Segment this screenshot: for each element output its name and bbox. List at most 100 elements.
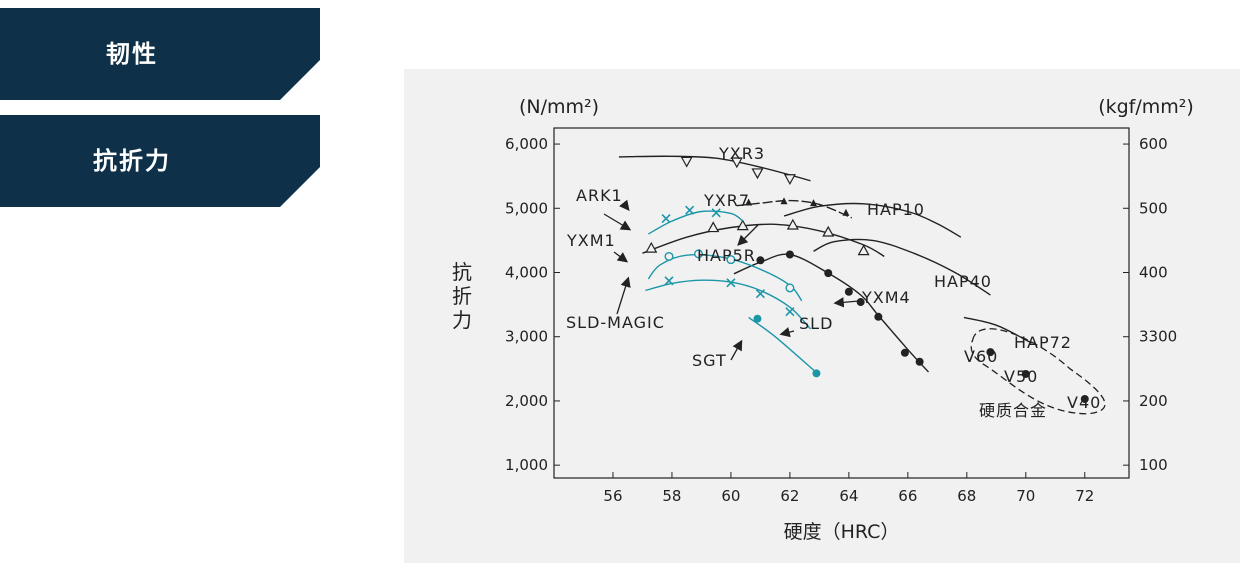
annotation-label: V60	[964, 347, 998, 366]
tab-toughness[interactable]: 韧性	[0, 8, 320, 100]
x-tick-label: 62	[780, 487, 799, 505]
tab-toughness-label: 韧性	[106, 40, 158, 68]
series-point-hap5r	[822, 225, 835, 237]
y-left-tick-label: 5,000	[505, 199, 548, 217]
annotation-arrow	[833, 297, 860, 308]
y-axis-title-char: 力	[452, 308, 472, 332]
series-point-yxm4	[915, 357, 924, 366]
series-point-yxr7	[842, 208, 850, 216]
carbide-region-outline	[970, 328, 1106, 415]
series-point-hap5r	[645, 241, 658, 253]
series-point-yxr7	[780, 197, 788, 205]
annotation-label: 硬质合金	[979, 401, 1047, 420]
y-right-unit: (kgf/mm²)	[1098, 96, 1194, 118]
annotation-arrow	[616, 276, 631, 315]
annotation-arrow	[619, 199, 630, 212]
annotation-label: HAP10	[867, 200, 925, 219]
y-right-tick-label: 400	[1139, 263, 1168, 281]
annotation-label: YXR3	[718, 144, 765, 163]
series-point-yxr7	[745, 198, 753, 206]
y-right-tick-label: 3300	[1139, 328, 1177, 346]
annotation-label: SGT	[692, 351, 727, 370]
plot-frame	[553, 127, 1130, 479]
y-left-tick-label: 1,000	[505, 456, 548, 474]
series-point-hap5r	[857, 244, 870, 256]
x-axis-title: 硬度（HRC）	[784, 521, 900, 543]
series-point-sgt	[812, 369, 821, 378]
series-point-yxr3	[751, 168, 764, 180]
y-left-tick-label: 6,000	[505, 135, 548, 153]
y-axis-title-char: 抗	[452, 260, 472, 284]
series-point-yxm4	[856, 298, 865, 307]
series-line-yxr3	[618, 155, 811, 182]
annotation-label: YXM4	[861, 288, 911, 307]
y-right-tick-label: 500	[1139, 199, 1168, 217]
annotation-label: SLD-MAGIC	[566, 313, 665, 332]
series-point-sld	[785, 307, 795, 317]
annotation-arrow	[613, 251, 629, 263]
series-point-sld	[664, 276, 674, 286]
annotation-label: YXR7	[703, 191, 750, 210]
y-left-tick-label: 4,000	[505, 263, 548, 281]
series-line-sgt	[748, 316, 820, 376]
series-point-yxm4	[844, 287, 853, 296]
annotation-label: HAP72	[1014, 333, 1072, 352]
series-point-sgt	[753, 314, 762, 323]
x-tick-label: 66	[898, 487, 917, 505]
series-point-hap5r	[786, 218, 799, 230]
annotation-arrow	[730, 339, 743, 361]
series-point-yxm4	[756, 256, 765, 265]
series-point-sld	[726, 278, 736, 288]
series-point-ark1	[685, 205, 695, 215]
x-tick-label: 72	[1075, 487, 1094, 505]
series-point-sld-magic	[693, 249, 703, 259]
x-tick-label: 70	[1016, 487, 1035, 505]
annotation-label: V50	[1004, 367, 1038, 386]
series-line-hap10	[783, 202, 962, 238]
x-tick-label: 60	[721, 487, 740, 505]
y-left-tick-label: 3,000	[505, 328, 548, 346]
series-point-yxr3	[783, 174, 796, 185]
annotation-label: SLD	[799, 314, 833, 333]
series-point-yxr3	[680, 156, 693, 168]
annotation-arrow	[779, 327, 795, 338]
series-point-yxm4	[785, 250, 794, 259]
series-point-sld-magic	[726, 255, 736, 265]
annotation-label: ARK1	[576, 186, 623, 205]
series-point-ark1	[661, 213, 671, 224]
series-point-cemented-carbide	[986, 348, 995, 357]
series-point-yxr7	[809, 199, 817, 207]
series-point-cemented-carbide	[1021, 369, 1030, 378]
series-point-yxm4	[900, 348, 909, 357]
x-tick-label: 64	[839, 487, 858, 505]
series-point-yxm4	[874, 312, 883, 321]
y-right-tick-label: 600	[1139, 135, 1168, 153]
series-point-ark1	[711, 208, 721, 218]
tab-bending-strength-label: 抗折力	[93, 147, 171, 175]
annotation-label: HAP40	[934, 272, 992, 291]
y-left-unit: (N/mm²)	[519, 96, 599, 118]
series-line-ark1	[648, 210, 744, 235]
bending-strength-chart: 56 58 60 62 64 66 68 70 72 硬度（HRC） 1,000 2,000 3,000…	[452, 96, 1194, 543]
chart-panel: 56 58 60 62 64 66 68 70 72 硬度（HRC） 1,000 2,000 3,000…	[404, 69, 1240, 563]
tab-bending-strength[interactable]: 抗折力	[0, 115, 320, 207]
y-right-tick-label: 100	[1139, 456, 1168, 474]
y-left-tick-label: 2,000	[505, 392, 548, 410]
y-right-tick-label: 200	[1139, 392, 1168, 410]
annotation-arrow	[737, 224, 759, 246]
y-axis-title-char: 折	[452, 284, 472, 308]
series-line-hap40	[813, 238, 991, 296]
series-point-hap5r	[736, 219, 749, 231]
series-point-sld-magic	[785, 283, 795, 293]
series-point-yxr3	[730, 157, 743, 169]
series-point-yxm4	[824, 269, 833, 278]
series-point-sld	[755, 289, 765, 299]
series-point-hap5r	[707, 221, 720, 233]
series-point-sld-magic	[664, 251, 674, 261]
annotation-label: HAP5R	[697, 246, 756, 265]
x-tick-label: 68	[957, 487, 976, 505]
series-line-yxr7	[736, 199, 853, 219]
x-tick-label: 58	[662, 487, 681, 505]
x-tick-label: 56	[603, 487, 622, 505]
series-point-cemented-carbide	[1080, 395, 1089, 404]
